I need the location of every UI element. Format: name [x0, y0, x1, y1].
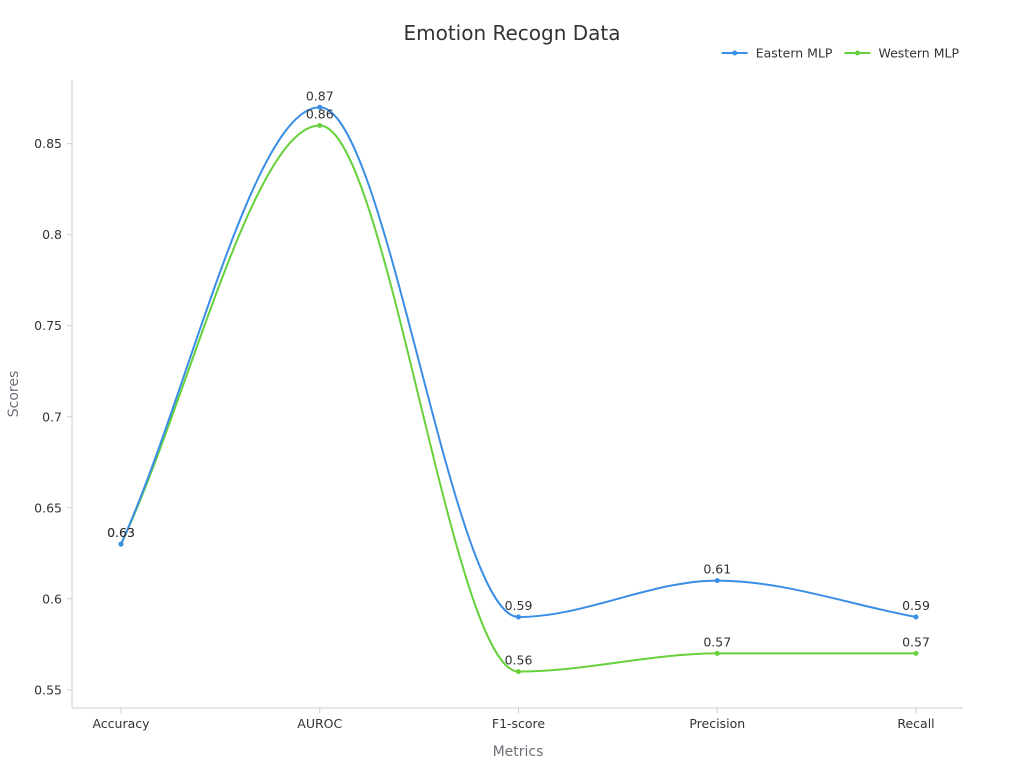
x-tick-label: Precision: [689, 716, 745, 731]
y-tick-label: 0.8: [42, 227, 62, 242]
data-label-western-mlp: 0.57: [902, 634, 930, 649]
data-point-eastern-mlp: [516, 614, 521, 620]
legend-label: Eastern MLP: [756, 46, 833, 61]
data-point-eastern-mlp: [913, 614, 919, 620]
legend-swatch-marker: [732, 50, 738, 56]
y-tick-label: 0.6: [42, 591, 62, 606]
data-point-western-mlp: [317, 123, 323, 129]
chart-title: Emotion Recogn Data: [403, 21, 620, 45]
x-tick-label: Recall: [897, 716, 934, 731]
data-label-eastern-mlp: 0.59: [902, 598, 930, 613]
legend-item: Western MLP: [844, 46, 959, 61]
legend: Eastern MLP Western MLP: [721, 46, 959, 61]
y-tick-label: 0.85: [34, 136, 62, 151]
x-tick-label: AUROC: [297, 716, 342, 731]
y-tick-label: 0.75: [34, 318, 62, 333]
data-point-eastern-mlp: [118, 541, 124, 547]
y-tick-label: 0.55: [34, 682, 62, 697]
y-tick-label: 0.65: [34, 500, 62, 515]
data-label-western-mlp: 0.56: [505, 653, 533, 668]
data-label-western-mlp: 0.63: [107, 525, 135, 540]
legend-item: Eastern MLP: [721, 46, 833, 61]
x-tick-label: F1-score: [492, 716, 546, 731]
legend-swatch-marker: [854, 50, 860, 56]
data-labels-group: 0.630.870.590.610.590.630.860.560.57 0.57: [107, 88, 930, 667]
x-axis-ticks: Accuracy AUROC F1-score Precision Recall: [92, 708, 935, 731]
data-point-western-mlp: [714, 650, 720, 656]
y-axis-ticks: 0.55 0.6 0.65 0.7 0.75 0.8 0.85: [34, 136, 72, 697]
data-label-eastern-mlp: 0.63: [107, 525, 135, 540]
series-group: [118, 104, 919, 675]
data-point-western-mlp: [913, 650, 919, 656]
data-label-eastern-mlp: 0.59: [505, 598, 533, 613]
data-point-eastern-mlp: [714, 578, 720, 584]
series-line-western-mlp: [120, 124, 916, 673]
data-point-eastern-mlp: [317, 104, 323, 110]
data-label-eastern-mlp: 0.87: [306, 88, 334, 103]
data-label-eastern-mlp: 0.61: [703, 562, 731, 577]
y-axis-title: Scores: [6, 371, 22, 418]
data-label-western-mlp: 0.57: [703, 634, 731, 649]
data-point-western-mlp: [516, 669, 521, 675]
x-axis-title: Metrics: [493, 744, 544, 760]
series-line-eastern-mlp: [120, 106, 917, 618]
legend-label: Western MLP: [878, 46, 959, 61]
data-label-western-mlp: 0.86: [306, 107, 334, 122]
y-tick-label: 0.7: [42, 409, 62, 424]
x-tick-label: Accuracy: [92, 716, 150, 731]
